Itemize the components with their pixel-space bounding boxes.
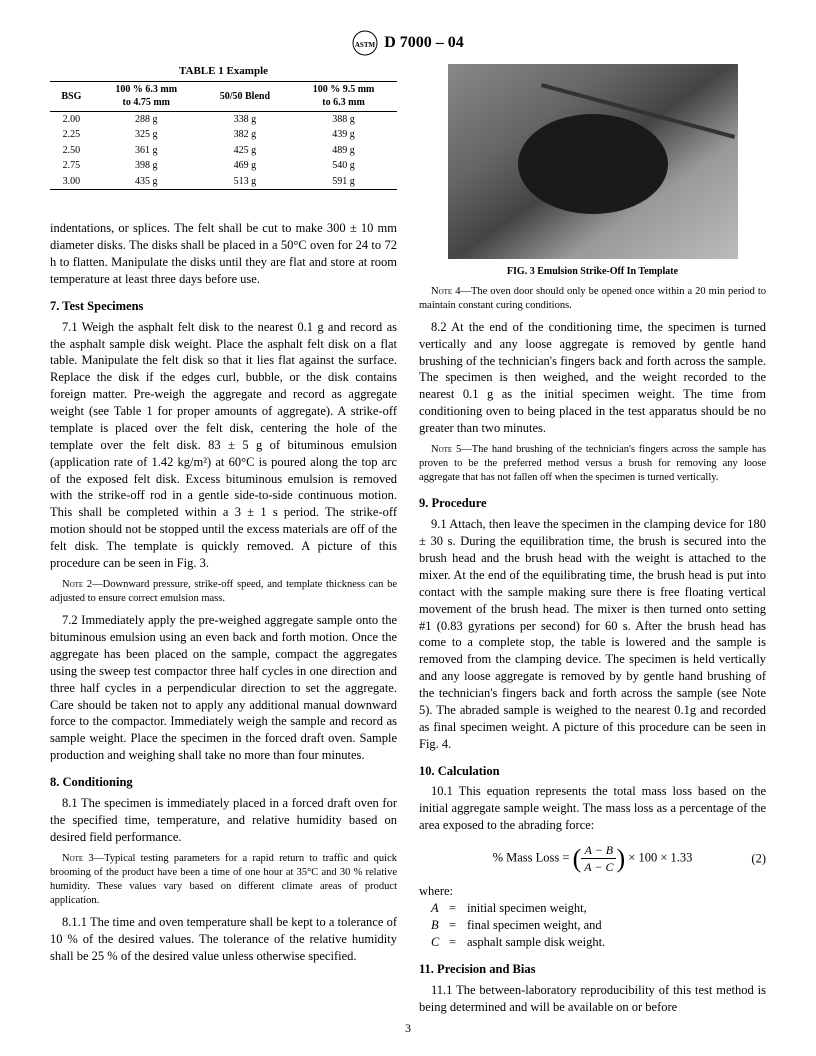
section-9-1: 9.1 Attach, then leave the specimen in t… — [419, 516, 766, 752]
table-1: BSG 100 % 6.3 mm to 4.75 mm 50/50 Blend … — [50, 81, 397, 191]
note-3: Note 3—Typical testing parameters for a … — [50, 852, 397, 909]
section-8-2: 8.2 At the end of the conditioning time,… — [419, 319, 766, 437]
section-10-title: 10. Calculation — [419, 763, 766, 780]
svg-text:ASTM: ASTM — [355, 41, 376, 49]
equation-number: (2) — [751, 850, 766, 867]
figure-3-caption: FIG. 3 Emulsion Strike-Off In Template — [419, 265, 766, 279]
th-95: 100 % 9.5 mm to 6.3 mm — [290, 81, 397, 111]
table-row: 3.00435 g513 g591 g — [50, 174, 397, 190]
section-11-title: 11. Precision and Bias — [419, 961, 766, 978]
section-8-1: 8.1 The specimen is immediately placed i… — [50, 795, 397, 846]
where-list: A=initial specimen weight, B=final speci… — [431, 900, 766, 951]
note-4: Note 4—The oven door should only be open… — [419, 285, 766, 313]
right-column: FIG. 3 Emulsion Strike-Off In Template N… — [419, 64, 766, 1018]
table-row: 2.50361 g425 g489 g — [50, 143, 397, 159]
section-11-1: 11.1 The between-laboratory reproducibil… — [419, 982, 766, 1016]
note-2: Note 2—Downward pressure, strike-off spe… — [50, 578, 397, 606]
table-title: TABLE 1 Example — [50, 64, 397, 79]
figure-3: FIG. 3 Emulsion Strike-Off In Template — [419, 64, 766, 279]
section-7-2: 7.2 Immediately apply the pre-weighed ag… — [50, 612, 397, 764]
para-continuation: indentations, or splices. The felt shall… — [50, 220, 397, 288]
th-63: 100 % 6.3 mm to 4.75 mm — [93, 81, 200, 111]
page-header: ASTM D 7000 – 04 — [50, 30, 766, 56]
section-7-title: 7. Test Specimens — [50, 298, 397, 315]
page-number: 3 — [405, 1020, 411, 1036]
section-7-1: 7.1 Weigh the asphalt felt disk to the n… — [50, 319, 397, 572]
section-9-title: 9. Procedure — [419, 495, 766, 512]
section-8-title: 8. Conditioning — [50, 774, 397, 791]
section-10-1: 10.1 This equation represents the total … — [419, 783, 766, 834]
section-8-1-1: 8.1.1 The time and oven temperature shal… — [50, 914, 397, 965]
th-bsg: BSG — [50, 81, 93, 111]
note-5: Note 5—The hand brushing of the technici… — [419, 443, 766, 486]
table-row: 2.25325 g382 g439 g — [50, 127, 397, 143]
th-blend: 50/50 Blend — [200, 81, 290, 111]
where-label: where: — [419, 883, 766, 900]
equation-2: % Mass Loss = (A − BA − C) × 100 × 1.33 … — [419, 842, 766, 875]
astm-logo: ASTM — [352, 30, 378, 56]
designation: D 7000 – 04 — [384, 32, 464, 54]
left-column: TABLE 1 Example BSG 100 % 6.3 mm to 4.75… — [50, 64, 397, 1018]
figure-3-image — [448, 64, 738, 259]
table-row: 2.75398 g469 g540 g — [50, 158, 397, 174]
table-row: 2.00288 g338 g388 g — [50, 111, 397, 127]
